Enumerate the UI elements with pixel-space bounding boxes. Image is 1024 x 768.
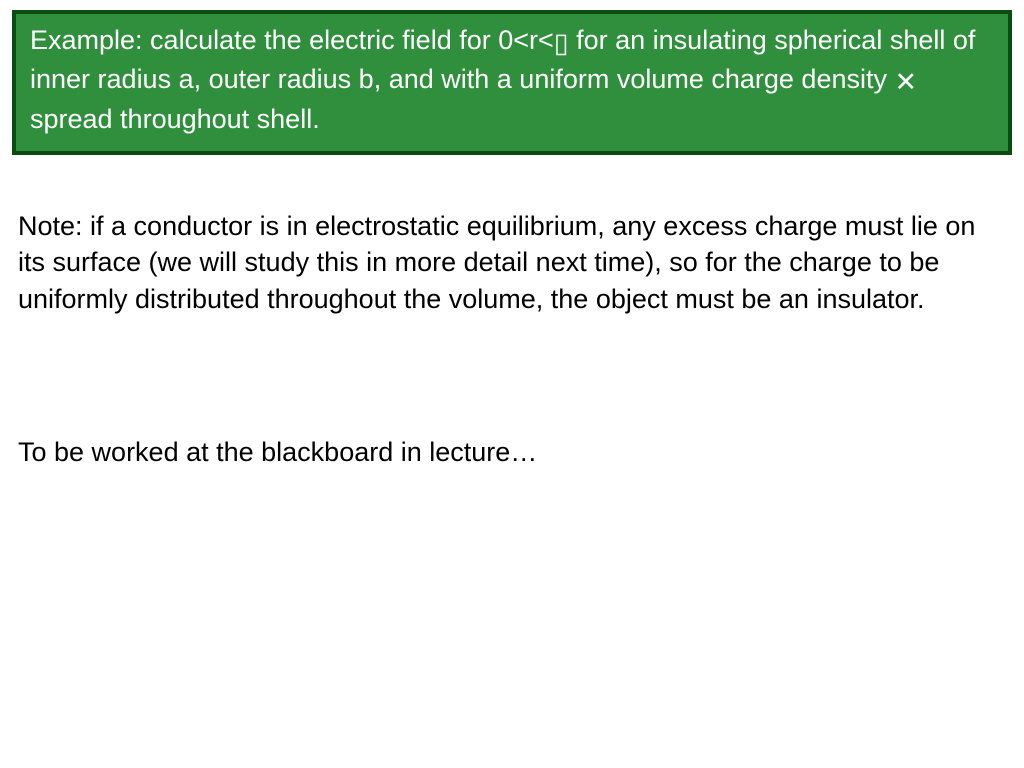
- example-box: Example: calculate the electric field fo…: [12, 10, 1012, 155]
- example-line1-b: for an insulating: [569, 25, 767, 55]
- example-line3-b: spread throughout shell.: [30, 104, 320, 134]
- infinity-glyph-icon: ▯: [554, 25, 569, 61]
- rho-glyph-icon: ✕: [894, 64, 917, 100]
- example-text: Example: calculate the electric field fo…: [30, 22, 994, 137]
- example-line1-a: Example: calculate the electric field fo…: [30, 25, 554, 55]
- worked-paragraph: To be worked at the blackboard in lectur…: [18, 434, 994, 470]
- note-paragraph: Note: if a conductor is in electrostatic…: [18, 208, 994, 317]
- example-line3-a: uniform volume charge density: [519, 64, 894, 94]
- slide: Example: calculate the electric field fo…: [0, 0, 1024, 768]
